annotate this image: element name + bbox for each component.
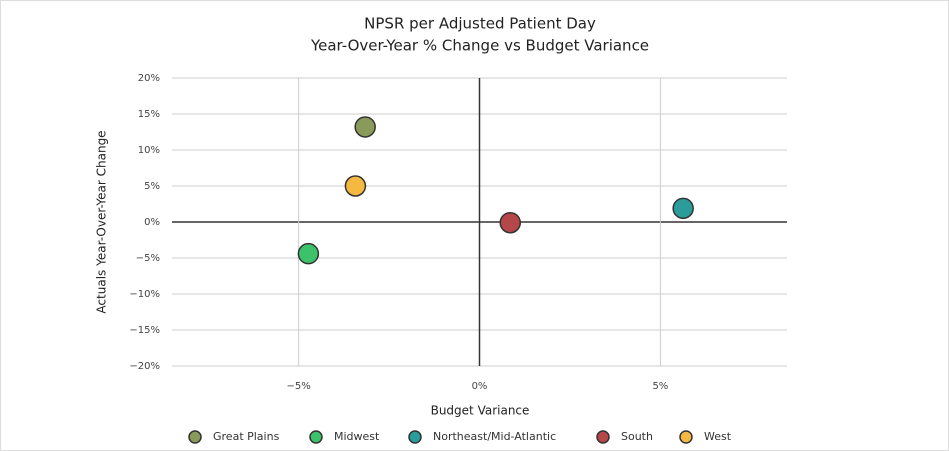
legend-text: Great Plains xyxy=(213,430,280,443)
legend-text: Northeast/Mid-Atlantic xyxy=(433,430,556,443)
point xyxy=(344,175,367,197)
y-tick-label: −5% xyxy=(136,253,160,264)
legend-text: West xyxy=(704,430,732,443)
y-tick-label: 5% xyxy=(144,181,160,192)
y-tick-label: 20% xyxy=(138,73,160,84)
point xyxy=(672,197,694,220)
y-tick-label: −10% xyxy=(129,289,160,300)
y-tick-label: −20% xyxy=(129,361,160,372)
x-tick-label: 0% xyxy=(472,381,488,392)
x-axis-title: Budget Variance xyxy=(431,404,530,418)
y-tick-label: 0% xyxy=(144,217,160,228)
x-tick-label: 5% xyxy=(652,381,668,392)
point xyxy=(499,211,521,234)
y-tick-label: 15% xyxy=(138,109,160,120)
y-axis-title: Actuals Year-Over-Year Change xyxy=(95,130,109,313)
x-tick-label: −5% xyxy=(286,381,310,392)
legend-text: South xyxy=(621,430,653,443)
legend-text: Midwest xyxy=(334,430,380,443)
point xyxy=(354,116,376,138)
y-tick-label: −15% xyxy=(129,325,160,336)
legend-marker xyxy=(596,430,610,444)
chart-title: NPSR per Adjusted Patient Day xyxy=(364,15,596,33)
legend-marker xyxy=(679,430,693,444)
legend-marker xyxy=(309,430,323,444)
point xyxy=(297,242,320,265)
chart-subtitle: Year-Over-Year % Change vs Budget Varian… xyxy=(310,37,649,55)
legend-marker xyxy=(408,430,422,444)
y-tick-label: 10% xyxy=(138,145,160,156)
legend-marker xyxy=(188,430,202,444)
